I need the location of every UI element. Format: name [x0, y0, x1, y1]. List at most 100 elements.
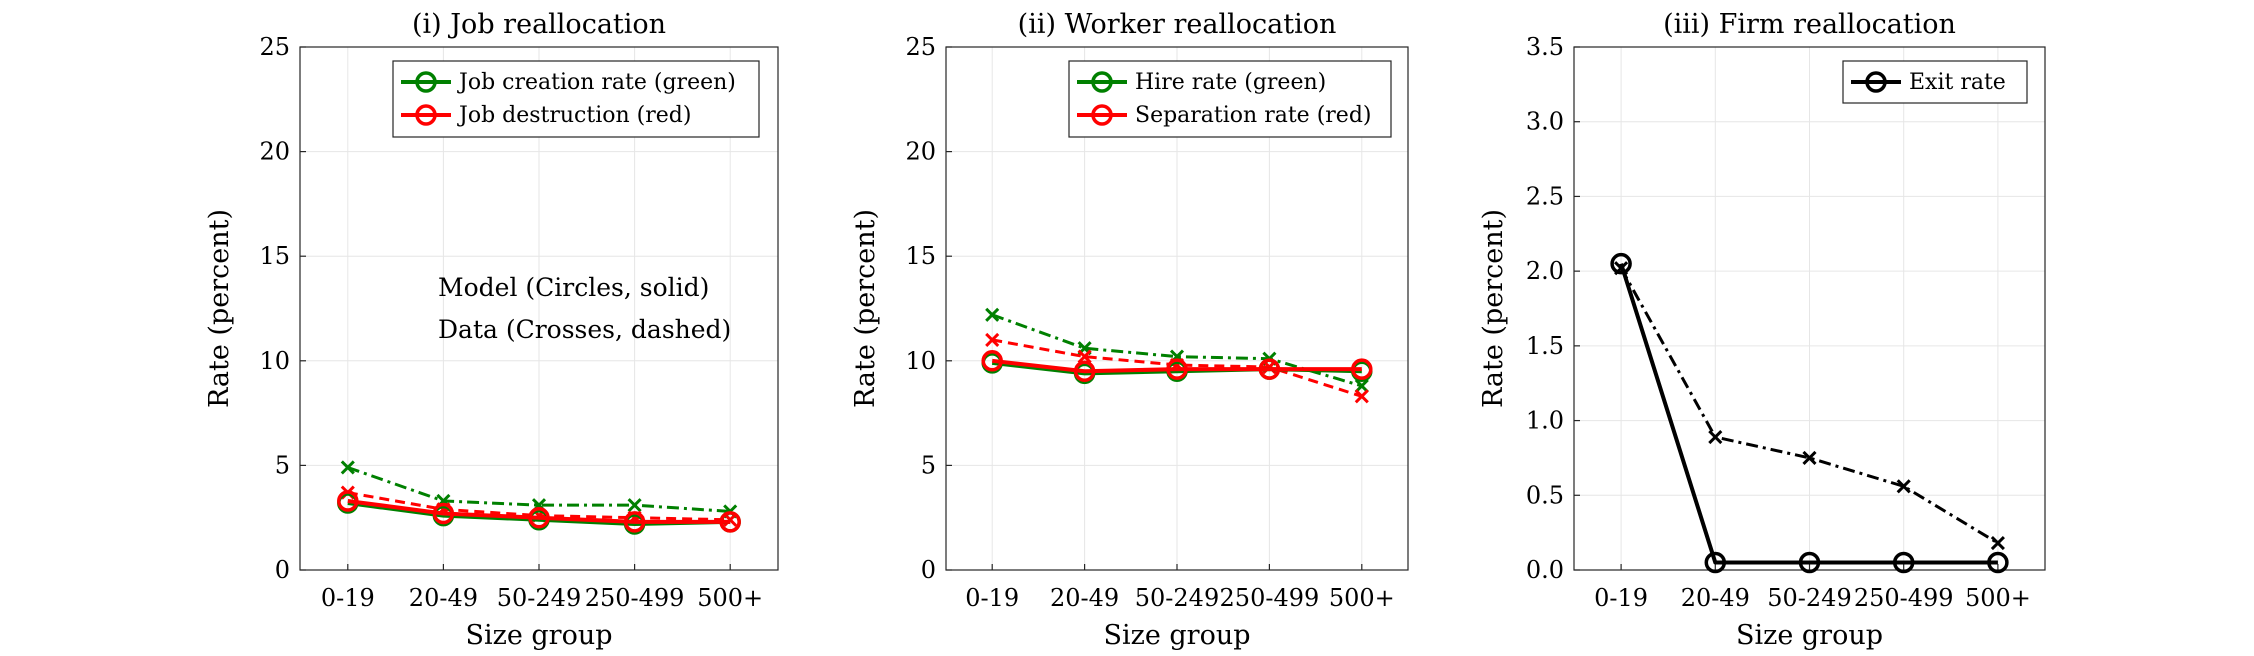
legend-swatch-marker [415, 104, 437, 126]
y-tick-label: 0 [921, 556, 936, 584]
data-point-cross [627, 498, 642, 513]
series-model-1 [1610, 252, 2009, 574]
legend: Hire rate (green) Separation rate (red) [1068, 60, 1392, 138]
legend-item: Separation rate (red) [1077, 103, 1371, 128]
y-tick-label: 0.5 [1526, 481, 1564, 509]
series-line [991, 338, 1363, 398]
data-point-cross [1077, 349, 1092, 364]
y-tick-label: 1.5 [1526, 332, 1564, 360]
chart-panel-2: 0 5 10 15 20 25 0-19 20-49 50-249 250-499 500+ (ii)… [850, 9, 1409, 651]
data-point-circle [432, 502, 455, 525]
series-model-2 [981, 350, 1373, 383]
legend-box [1068, 60, 1392, 138]
chart-panel-1: 0 5 10 15 20 25 0-19 20-49 50-249 250-499 500+ (i) … [204, 9, 779, 651]
annotation-text: Model (Circles, solid) [438, 273, 709, 302]
x-tick-label: 20-49 [1681, 584, 1750, 612]
data-point-cross [1354, 378, 1369, 393]
data-point-cross [1354, 389, 1369, 404]
x-tick-label: 500+ [1329, 584, 1395, 612]
chart-title: (i) Job reallocation [412, 9, 666, 40]
series-line [991, 358, 1362, 374]
x-tick-label: 500+ [1965, 584, 2031, 612]
data-point-cross [340, 460, 355, 475]
x-tick-label: 250-499 [585, 584, 685, 612]
x-tick-label: 20-49 [409, 584, 478, 612]
y-tick-label: 3.0 [1526, 108, 1564, 136]
x-tick-label: 20-49 [1050, 584, 1119, 612]
series-line [347, 498, 731, 524]
legend: Exit rate [1842, 60, 2028, 104]
data-point-circle [1610, 252, 1632, 275]
legend-swatch-marker [415, 71, 437, 93]
y-tick-label: 10 [905, 347, 936, 375]
legend-label: Hire rate (green) [1135, 70, 1326, 95]
data-point-cross [985, 307, 1000, 322]
y-tick-label: 1.0 [1526, 407, 1564, 435]
legend-swatch-marker [1091, 71, 1113, 93]
legend-swatch-marker [1091, 104, 1113, 126]
legend-label: Exit rate [1909, 70, 2006, 95]
data-point-circle [719, 511, 741, 533]
legend-box [392, 60, 760, 138]
y-axis-label: Rate (percent) [850, 209, 881, 408]
x-tick-label: 50-249 [1135, 584, 1219, 612]
x-axis-label: Size group [1736, 620, 1883, 651]
legend-item: Hire rate (green) [1077, 70, 1326, 95]
y-tick-label: 15 [905, 242, 936, 270]
data-point-circle [1351, 358, 1373, 380]
y-tick-label: 3.5 [1526, 33, 1564, 61]
legend-item: Job destruction (red) [401, 103, 691, 128]
x-tick-label: 250-499 [1220, 584, 1320, 612]
chart-title: (iii) Firm reallocation [1663, 9, 1956, 40]
y-tick-label: 2.5 [1526, 182, 1564, 210]
x-tick-label: 50-249 [1767, 584, 1851, 612]
y-tick-label: 20 [905, 138, 936, 166]
y-tick-label: 5 [275, 451, 290, 479]
data-point-cross [985, 332, 1000, 347]
data-point-circle [1704, 551, 1727, 574]
data-point-circle [1166, 358, 1188, 380]
legend-label: Job creation rate (green) [457, 70, 736, 95]
data-point-cross [1802, 450, 1817, 465]
data-point-circle [1892, 551, 1915, 574]
data-point-circle [528, 506, 550, 529]
data-point-cross [1708, 429, 1723, 445]
annotation-text: Data (Crosses, dashed) [438, 315, 731, 344]
y-axis-label: Rate (percent) [204, 209, 235, 408]
data-point-circle [981, 350, 1003, 372]
data-point-circle [1073, 360, 1096, 383]
y-tick-label: 10 [259, 347, 290, 375]
legend: Job creation rate (green) Job destruction… [392, 60, 760, 138]
y-tick-label: 2.0 [1526, 257, 1564, 285]
y-tick-label: 5 [921, 451, 936, 479]
data-point-circle [337, 490, 359, 512]
x-tick-label: 0-19 [965, 584, 1019, 612]
legend-label: Separation rate (red) [1135, 103, 1371, 128]
data-point-circle [1987, 551, 2009, 574]
y-tick-label: 25 [905, 33, 936, 61]
legend-item: Job creation rate (green) [401, 70, 736, 95]
data-point-circle [623, 511, 646, 533]
x-tick-label: 50-249 [497, 584, 581, 612]
data-point-circle [1258, 358, 1281, 380]
data-point-circle [1798, 551, 1821, 574]
y-axis-label: Rate (percent) [1478, 209, 1509, 408]
y-tick-label: 20 [259, 138, 290, 166]
x-axis-label: Size group [1103, 620, 1250, 651]
x-tick-label: 0-19 [321, 584, 375, 612]
x-tick-label: 500+ [697, 584, 763, 612]
y-tick-label: 0.0 [1526, 556, 1564, 584]
legend-label: Job destruction (red) [457, 103, 691, 128]
legend-item: Exit rate [1851, 70, 2006, 95]
chart-title: (ii) Worker reallocation [1018, 9, 1337, 40]
series-line [347, 466, 731, 513]
data-point-cross [1896, 479, 1911, 494]
legend-swatch-marker [1865, 71, 1887, 93]
x-tick-label: 250-499 [1854, 584, 1954, 612]
series-line [1619, 267, 1999, 545]
y-tick-label: 25 [259, 33, 290, 61]
data-point-cross [1990, 536, 2005, 551]
series-model-2 [337, 490, 741, 533]
y-tick-label: 0 [275, 556, 290, 584]
